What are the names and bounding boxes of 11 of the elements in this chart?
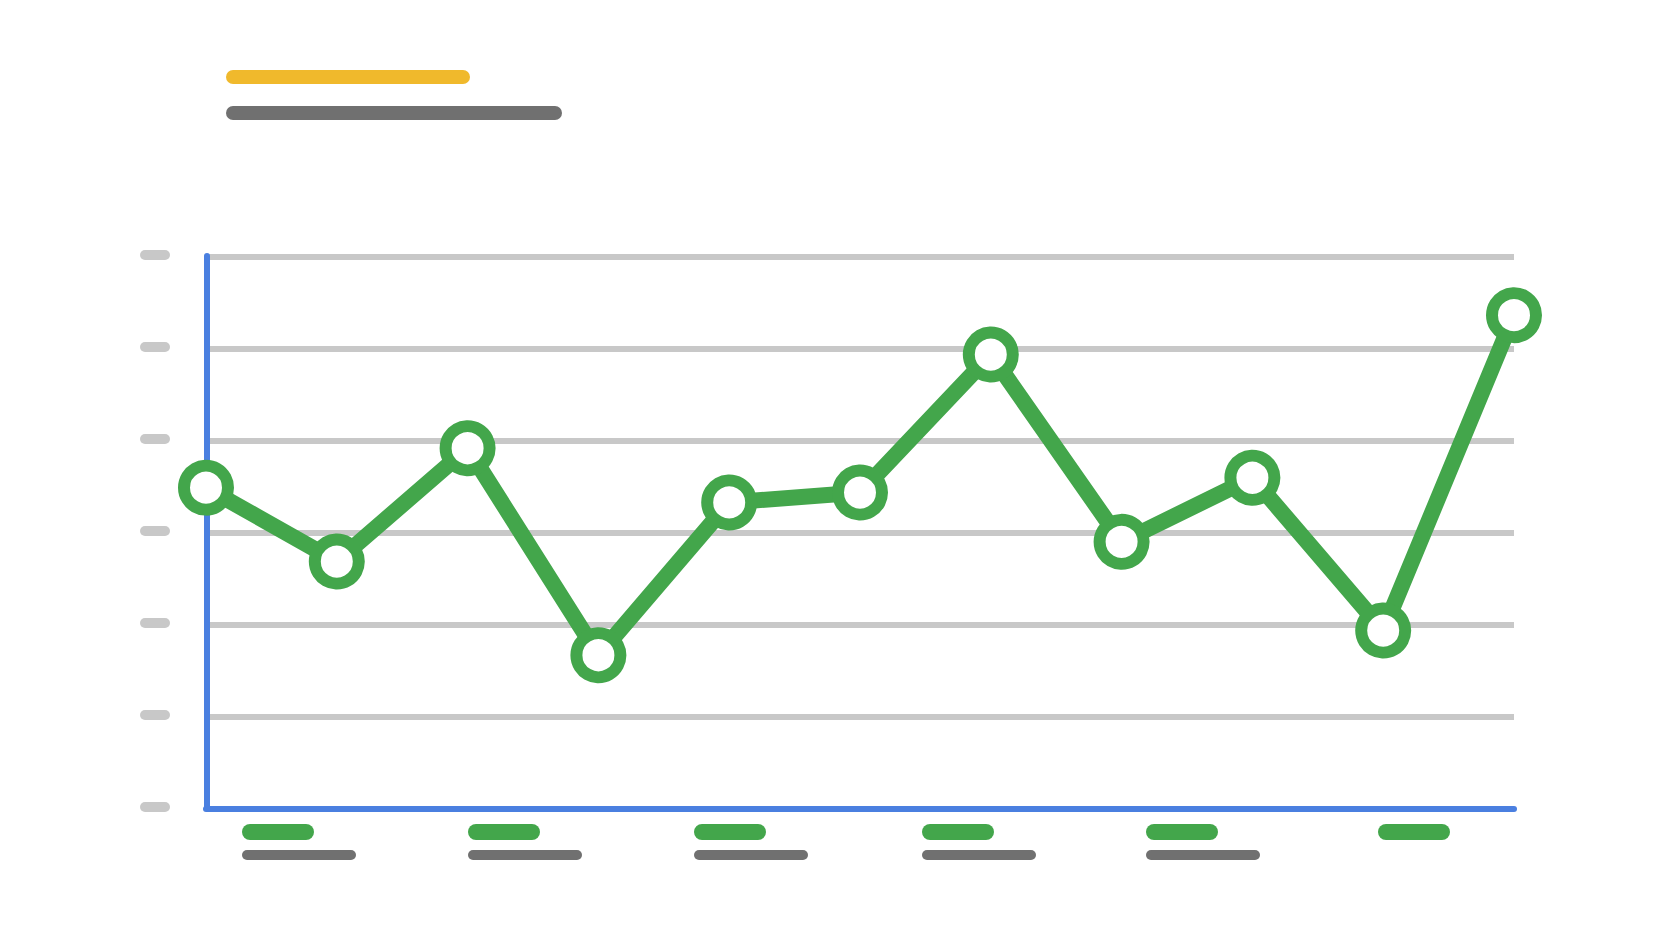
point	[178, 459, 234, 516]
point	[701, 474, 758, 531]
point	[308, 533, 365, 590]
point	[1224, 449, 1281, 506]
point	[570, 627, 627, 684]
point	[832, 464, 888, 521]
point	[1093, 513, 1150, 570]
point	[1486, 287, 1542, 344]
point	[962, 326, 1019, 383]
point	[439, 420, 496, 477]
point	[1355, 602, 1412, 659]
